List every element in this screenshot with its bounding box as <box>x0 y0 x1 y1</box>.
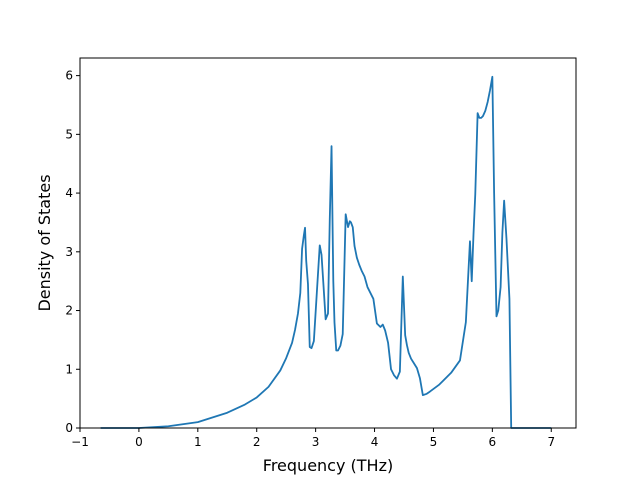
x-tick-label: 5 <box>430 435 438 449</box>
y-tick-label: 2 <box>65 304 73 318</box>
plot-area <box>100 75 552 429</box>
y-tick-label: 3 <box>65 245 73 259</box>
x-tick-label: 0 <box>135 435 143 449</box>
x-tick-label: 4 <box>371 435 379 449</box>
y-tick-label: 1 <box>65 362 73 376</box>
x-tick-label: 6 <box>489 435 497 449</box>
axes-frame <box>79 57 577 429</box>
y-tick-label: 4 <box>65 186 73 200</box>
x-tick-label: 2 <box>253 435 261 449</box>
x-axis-label: Frequency (THz) <box>263 456 393 475</box>
dos-series-line <box>100 75 552 429</box>
x-tick-label: 7 <box>547 435 555 449</box>
y-axis-ticks: 0 1 2 3 4 5 6 <box>65 69 80 435</box>
y-tick-label: 5 <box>65 127 73 141</box>
y-tick-label: 0 <box>65 421 73 435</box>
x-axis-ticks: −1 0 1 2 3 4 5 6 7 <box>71 428 555 449</box>
x-tick-label: −1 <box>71 435 89 449</box>
y-tick-label: 6 <box>65 69 73 83</box>
x-tick-label: 1 <box>194 435 202 449</box>
x-tick-label: 3 <box>312 435 320 449</box>
y-axis-label: Density of States <box>35 174 54 311</box>
